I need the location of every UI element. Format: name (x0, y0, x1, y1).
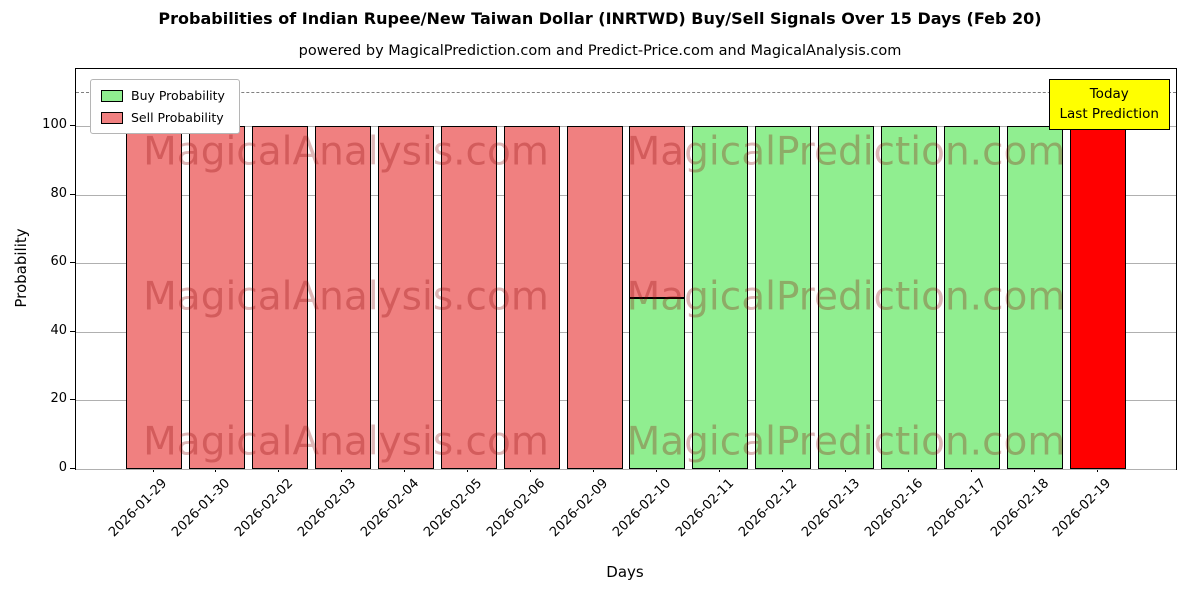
gridline (76, 263, 1176, 265)
y-tick-label: 20 (50, 391, 67, 407)
x-tick-mark (278, 468, 280, 472)
bar-segment (944, 126, 1001, 469)
x-tick-label: 2026-02-18 (987, 476, 1052, 541)
sell-color-swatch (101, 111, 123, 124)
gridline (76, 331, 1176, 333)
bar-segment (188, 126, 245, 469)
x-tick-label: 2026-02-13 (798, 476, 863, 541)
x-tick-mark (1096, 468, 1098, 472)
x-tick-mark (1033, 468, 1035, 472)
annotation-line-2: Last Prediction (1059, 105, 1159, 122)
y-tick-mark (70, 468, 75, 469)
y-tick-mark (70, 262, 75, 264)
y-tick-label: 40 (50, 322, 67, 338)
bar-segment (629, 126, 686, 298)
bar-segment (629, 297, 686, 469)
bar-segment (881, 126, 938, 469)
y-tick-mark (70, 330, 75, 332)
today-annotation-box: Today Last Prediction (1048, 79, 1170, 131)
y-tick-label: 0 (58, 460, 67, 475)
chart-title: Probabilities of Indian Rupee/New Taiwan… (158, 9, 1042, 28)
bar-segment (377, 126, 434, 469)
chart-subtitle: powered by MagicalPrediction.com and Pre… (298, 43, 902, 59)
bar-segment (755, 126, 812, 469)
x-tick-mark (404, 468, 406, 472)
x-tick-label: 2026-02-02 (232, 476, 297, 541)
x-tick-label: 2026-02-12 (735, 476, 800, 541)
x-tick-label: 2026-02-03 (295, 476, 360, 541)
x-tick-mark (152, 468, 154, 472)
y-tick-mark (70, 399, 75, 401)
bar-segment (818, 126, 875, 469)
x-tick-mark (970, 468, 972, 472)
x-tick-mark (341, 468, 343, 472)
y-tick-mark (70, 193, 75, 195)
legend-item-sell: Sell Probability (101, 110, 225, 125)
legend-buy-label: Buy Probability (131, 88, 225, 103)
plot-area: MagicalAnalysis.com MagicalPrediction.com… (75, 68, 1177, 470)
y-tick-mark (70, 125, 75, 127)
x-tick-label: 2026-01-30 (169, 476, 234, 541)
x-axis-label: Days (606, 563, 644, 581)
legend-sell-label: Sell Probability (131, 110, 224, 125)
x-tick-label: 2026-02-19 (1050, 476, 1115, 541)
annotation-line-1: Today (1089, 86, 1129, 102)
x-tick-mark (593, 468, 595, 472)
gridline (76, 126, 1176, 128)
x-tick-label: 2026-02-17 (924, 476, 989, 541)
x-tick-mark (781, 468, 783, 472)
y-tick-label: 80 (50, 185, 67, 201)
x-tick-label: 2026-02-16 (861, 476, 926, 541)
bar-segment (1070, 126, 1126, 469)
legend: Buy Probability Sell Probability (90, 79, 240, 134)
x-tick-label: 2026-02-09 (547, 476, 612, 541)
x-tick-label: 2026-01-29 (106, 476, 171, 541)
x-tick-mark (907, 468, 909, 472)
bar-segment (692, 126, 749, 469)
bar-segment (503, 126, 560, 469)
x-tick-mark (530, 468, 532, 472)
bar-segment (251, 126, 308, 469)
buy-color-swatch (101, 89, 123, 102)
bar-segment (1007, 126, 1064, 469)
bar-segment (440, 126, 497, 469)
gridline (76, 194, 1176, 196)
x-tick-label: 2026-02-05 (421, 476, 486, 541)
y-tick-label: 60 (50, 254, 67, 270)
bar-segment (126, 126, 182, 469)
x-tick-label: 2026-02-06 (484, 476, 549, 541)
x-tick-mark (215, 468, 217, 472)
x-tick-mark (655, 468, 657, 472)
gridline (76, 400, 1176, 402)
gridline (76, 469, 1176, 470)
x-tick-mark (844, 468, 846, 472)
legend-item-buy: Buy Probability (101, 88, 225, 103)
x-tick-label: 2026-02-11 (672, 476, 738, 541)
x-tick-mark (467, 468, 469, 472)
x-tick-label: 2026-02-10 (610, 476, 675, 541)
y-tick-label: 100 (42, 117, 67, 133)
bar-segment (314, 126, 371, 469)
bar-segment (566, 126, 623, 469)
x-tick-mark (718, 468, 720, 472)
x-tick-label: 2026-02-04 (358, 476, 423, 541)
threshold-dashed-line (76, 91, 1176, 93)
